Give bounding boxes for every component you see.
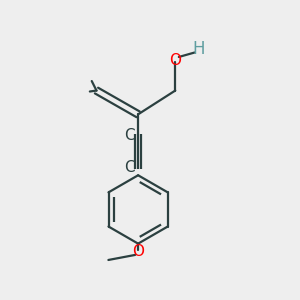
Text: H: H xyxy=(193,40,205,58)
Text: C: C xyxy=(124,128,135,142)
Text: O: O xyxy=(132,244,144,259)
Text: C: C xyxy=(124,160,135,175)
Text: O: O xyxy=(169,53,181,68)
